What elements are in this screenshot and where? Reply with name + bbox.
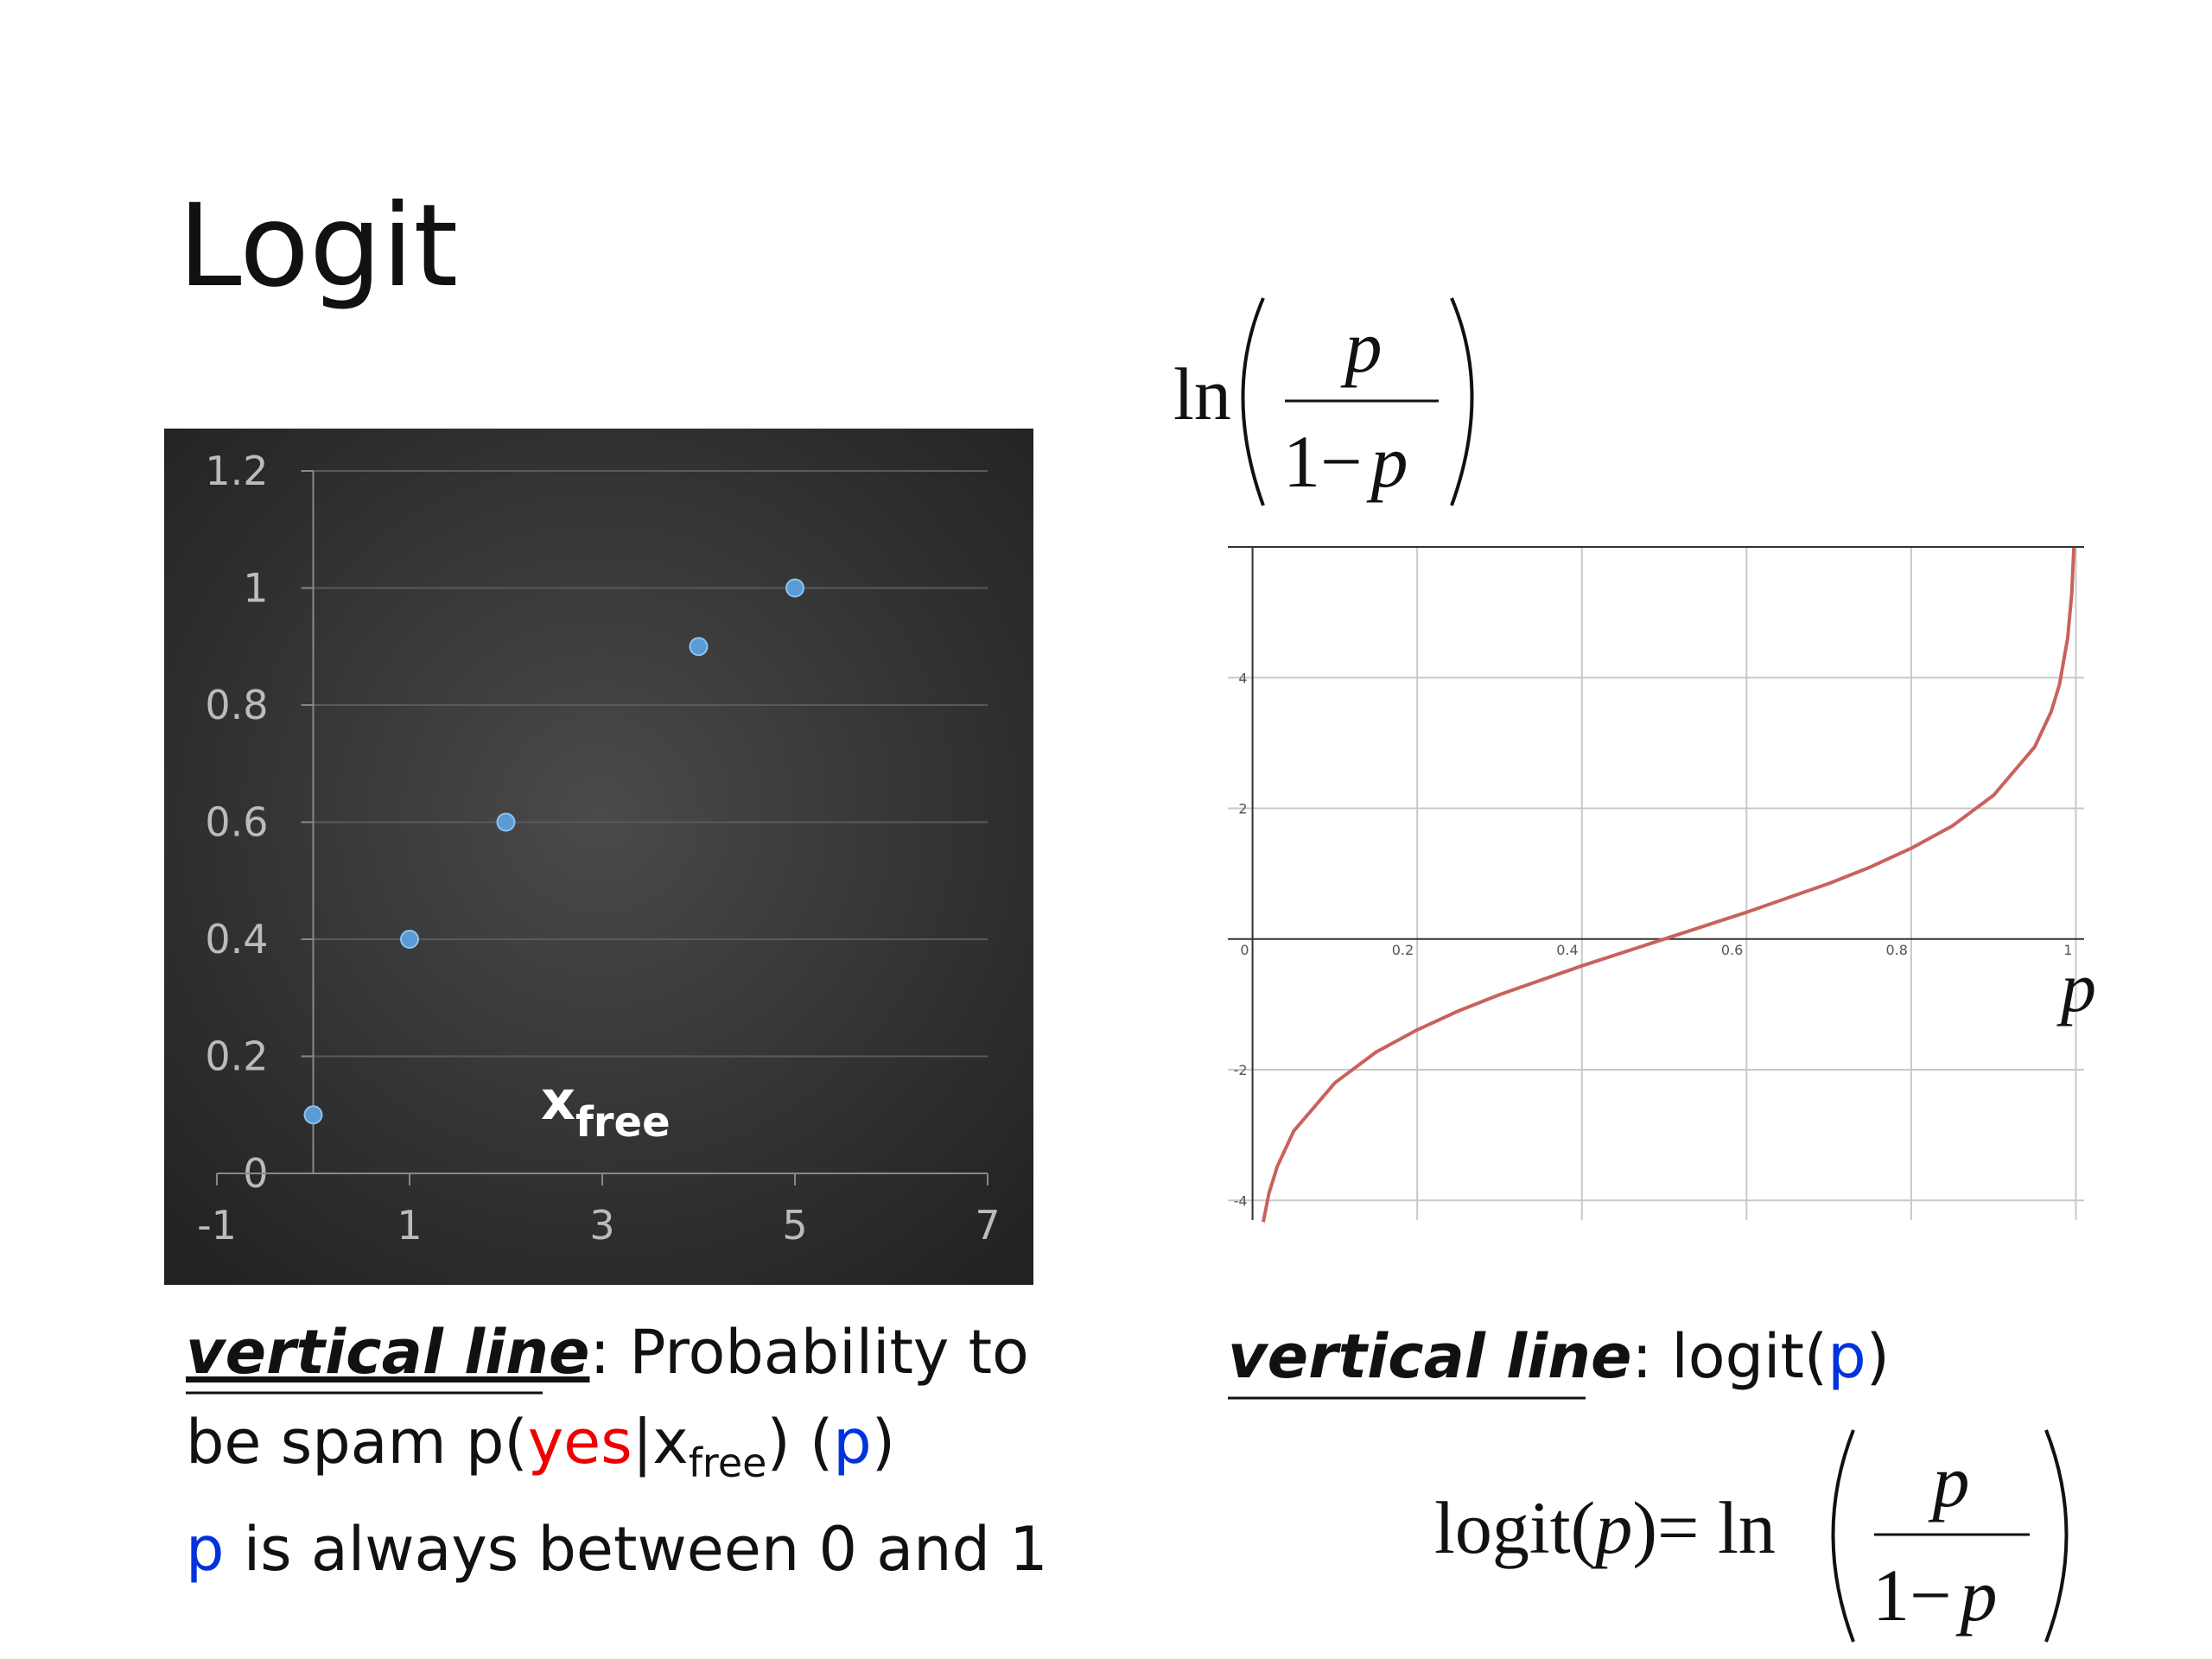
paren xyxy=(1831,1429,1855,1643)
x-tick-label: 1 xyxy=(2063,942,2072,958)
y-tick-label: 1 xyxy=(243,565,268,612)
x-axis-label: p xyxy=(2056,948,2096,1027)
caption-line: vertical line: logit(p) xyxy=(1228,1321,1890,1392)
paren xyxy=(1241,297,1265,506)
x-tick-label: 3 xyxy=(589,1202,614,1249)
point xyxy=(689,637,709,657)
top-formula: ln p 1− p xyxy=(1173,297,1474,506)
left-caption: vertical line: Probability to be spam p(… xyxy=(186,1317,1048,1585)
formula-numerator: p xyxy=(1928,1440,1970,1522)
y-tick-label: 1.2 xyxy=(205,448,268,494)
point xyxy=(303,1105,323,1125)
y-tick-label: 0.8 xyxy=(205,682,268,728)
formula-denominator: 1− p xyxy=(1283,420,1408,503)
point xyxy=(496,812,516,832)
annotation: xfree xyxy=(541,1069,671,1147)
x-tick-label: 5 xyxy=(782,1202,807,1249)
chart-background xyxy=(164,429,1033,1285)
annotation-sub: free xyxy=(575,1098,671,1147)
point xyxy=(400,930,419,949)
formula-numerator: p xyxy=(1340,305,1382,388)
paren xyxy=(1450,297,1474,506)
x-tick-label: 0 xyxy=(1240,942,1249,958)
formula-lhs: logit(p)= ln xyxy=(1434,1486,1776,1569)
y-tick-label: 0.2 xyxy=(205,1033,268,1080)
x-tick-label: 0.6 xyxy=(1721,942,1743,958)
formula-ln: ln xyxy=(1173,353,1231,435)
curve xyxy=(1262,547,2076,1223)
y-tick-label: -4 xyxy=(1234,1192,1248,1209)
x-tick-label: -1 xyxy=(197,1202,237,1249)
point xyxy=(785,578,804,598)
x-tick-label: 1 xyxy=(397,1202,422,1249)
y-tick-label: -2 xyxy=(1234,1062,1248,1078)
paren xyxy=(2044,1429,2069,1643)
x-tick-label: 7 xyxy=(975,1202,1000,1249)
annotation-text: x xyxy=(541,1069,575,1132)
slide-title: Logit xyxy=(178,180,458,313)
caption-line: vertical line: Probability to xyxy=(186,1317,1029,1388)
bottom-formula: logit(p)= ln p 1− p xyxy=(1434,1429,2069,1643)
x-tick-label: 0.4 xyxy=(1556,942,1578,958)
caption-line: p is always between 0 and 1 xyxy=(186,1514,1048,1585)
right-caption: vertical line: logit(p) xyxy=(1228,1321,1890,1400)
x-tick-label: 0.8 xyxy=(1885,942,1907,958)
line-chart: 0 0.2 0.4 0.6 0.8 1 -4 -2 2 4 p xyxy=(1228,546,2096,1223)
y-tick-label: 0.6 xyxy=(205,799,268,846)
x-tick-label: 0.2 xyxy=(1392,942,1414,958)
y-tick-label: 2 xyxy=(1238,801,1247,817)
y-tick-label: 4 xyxy=(1238,670,1247,686)
formula-denominator: 1− p xyxy=(1872,1554,1998,1637)
caption-line: be spam p(yes|xfree) (p) xyxy=(186,1407,895,1486)
y-tick-label: 0.4 xyxy=(205,916,268,963)
